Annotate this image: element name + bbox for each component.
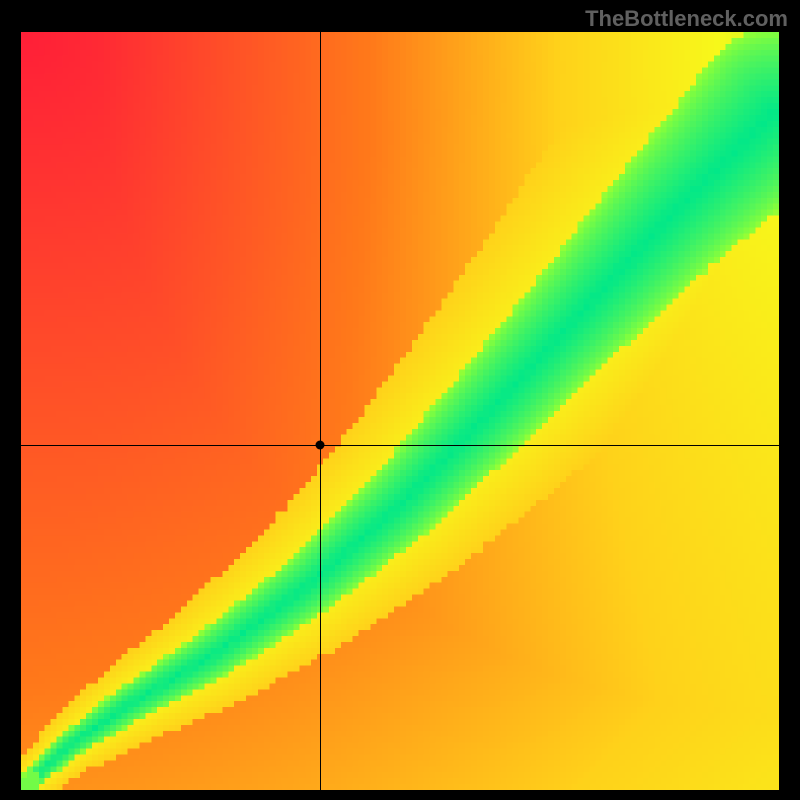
heatmap-canvas (21, 32, 779, 790)
chart-container: TheBottleneck.com (0, 0, 800, 800)
crosshair-vertical (320, 32, 321, 790)
crosshair-marker (316, 441, 325, 450)
watermark-text: TheBottleneck.com (585, 6, 788, 32)
crosshair-horizontal (21, 445, 779, 446)
